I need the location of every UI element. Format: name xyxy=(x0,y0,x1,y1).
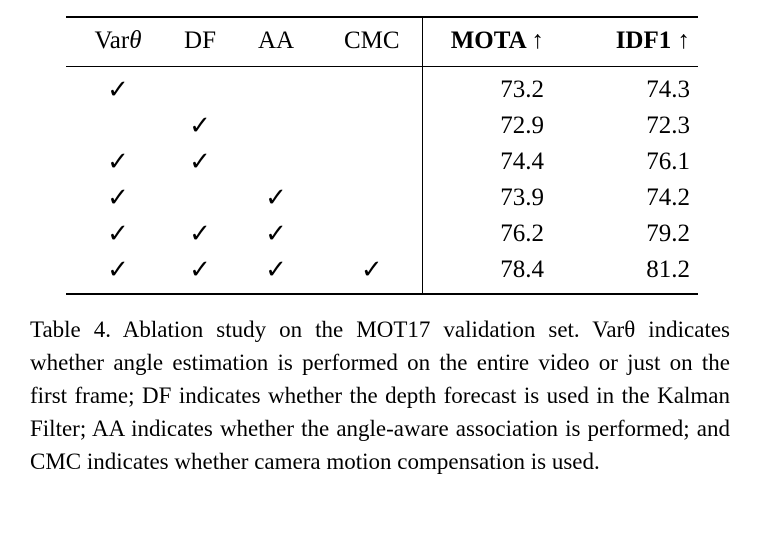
mota-value: 76.2 xyxy=(421,216,552,252)
col-header-mota: MOTA ↑ xyxy=(421,17,552,67)
check-cell-df: ✓ xyxy=(189,255,211,284)
check-cell-aa xyxy=(230,108,322,144)
mota-value: 72.9 xyxy=(421,108,552,144)
table-row: ✓ 73.2 74.3 xyxy=(66,66,698,109)
check-cell-aa xyxy=(230,67,322,109)
table-row: ✓ ✓ 74.4 76.1 xyxy=(66,144,698,180)
check-cell-cmc xyxy=(322,144,422,180)
mota-value: 73.9 xyxy=(421,180,552,216)
check-cell-var xyxy=(66,108,170,144)
idf1-value: 74.2 xyxy=(646,184,690,211)
table-header-row: Varθ DF AA CMC MOTA ↑ IDF1 ↑ xyxy=(66,17,698,67)
check-cell-df xyxy=(170,67,230,109)
idf1-value: 79.2 xyxy=(646,220,690,247)
col-header-df: DF xyxy=(170,17,230,67)
table-row: ✓ ✓ ✓ ✓ 78.4 81.2 xyxy=(66,252,698,294)
col-header-cmc: CMC xyxy=(322,17,422,67)
table-row: ✓ ✓ 73.9 74.2 xyxy=(66,180,698,216)
mota-value: 73.2 xyxy=(421,66,552,108)
check-cell-aa: ✓ xyxy=(265,255,287,284)
mota-value: 78.4 xyxy=(421,252,552,294)
check-cell-var: ✓ xyxy=(107,147,129,176)
check-cell-var: ✓ xyxy=(107,255,129,284)
check-cell-aa xyxy=(230,144,322,180)
check-cell-cmc xyxy=(322,67,422,109)
idf1-value: 76.1 xyxy=(646,148,690,175)
check-cell-var: ✓ xyxy=(107,219,129,248)
table-row: ✓ 72.9 72.3 xyxy=(66,108,698,144)
check-cell-df: ✓ xyxy=(189,219,211,248)
mota-value: 74.4 xyxy=(421,144,552,180)
ablation-table: Varθ DF AA CMC MOTA ↑ IDF1 ↑ ✓ 73.2 74.3… xyxy=(66,16,698,295)
table-caption: Table 4. Ablation study on the MOT17 val… xyxy=(30,317,730,474)
check-cell-cmc: ✓ xyxy=(360,255,383,284)
idf1-value: 81.2 xyxy=(646,256,690,283)
check-cell-cmc xyxy=(322,216,422,252)
idf1-value: 74.3 xyxy=(646,76,690,103)
check-cell-var: ✓ xyxy=(107,183,129,212)
check-cell-df: ✓ xyxy=(189,111,211,140)
col-header-var-theta: Varθ xyxy=(66,17,170,67)
check-cell-cmc xyxy=(322,108,422,144)
check-cell-df: ✓ xyxy=(189,147,211,176)
paper-page: Varθ DF AA CMC MOTA ↑ IDF1 ↑ ✓ 73.2 74.3… xyxy=(30,16,730,474)
check-cell-cmc xyxy=(322,180,422,216)
col-header-aa: AA xyxy=(230,17,322,67)
idf1-value: 72.3 xyxy=(646,112,690,139)
check-cell-aa: ✓ xyxy=(265,183,287,212)
table-row: ✓ ✓ ✓ 76.2 79.2 xyxy=(66,216,698,252)
col-header-idf1: IDF1 ↑ xyxy=(552,17,698,67)
theta-symbol: θ xyxy=(129,27,142,54)
check-cell-aa: ✓ xyxy=(265,219,287,248)
check-cell-var: ✓ xyxy=(107,75,129,104)
check-cell-df xyxy=(170,180,230,216)
var-label: Var xyxy=(94,27,130,54)
